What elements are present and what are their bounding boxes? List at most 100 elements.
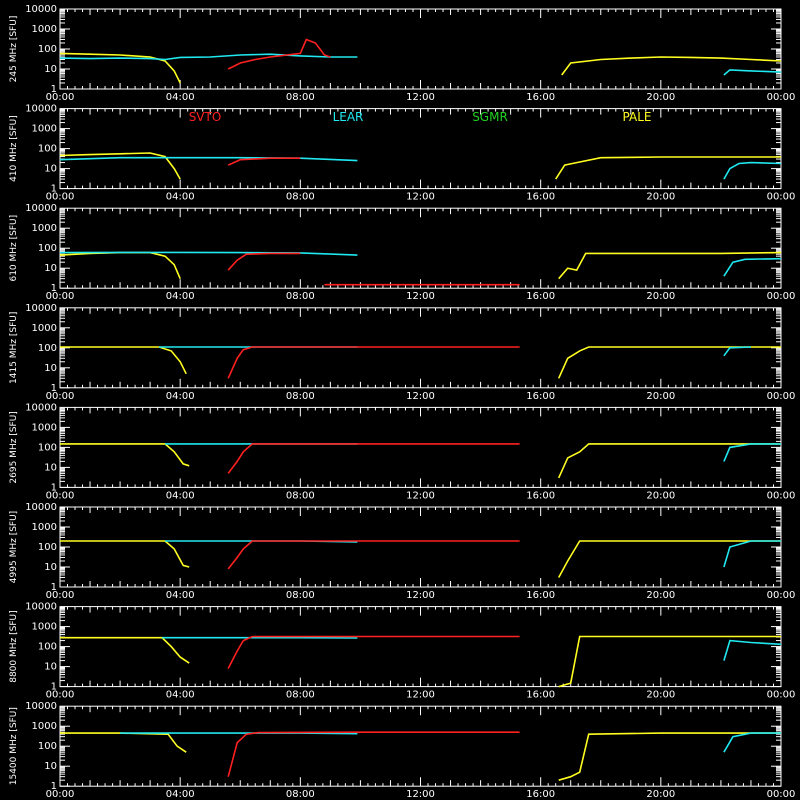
- series-pale: [558, 732, 781, 781]
- y-tick-label: 1: [51, 582, 57, 593]
- y-tick-label: 10000: [25, 4, 57, 15]
- x-tick-label: 00:00: [46, 789, 75, 800]
- y-tick-label: 1000: [32, 323, 57, 334]
- y-tick-label: 1000: [32, 24, 57, 35]
- x-tick-label: 00:00: [46, 291, 75, 302]
- series-pale: [60, 732, 187, 753]
- y-tick-label: 100: [38, 144, 57, 155]
- y-tick-label: 10000: [25, 402, 57, 413]
- x-tick-label: 00:00: [767, 192, 796, 203]
- series-lear: [120, 732, 358, 735]
- series-pale: [60, 540, 190, 568]
- series-pale: [60, 636, 190, 664]
- y-axis-label: 1415 MHz [SFU]: [9, 312, 19, 384]
- x-tick-label: 16:00: [526, 590, 555, 601]
- y-tick-label: 100: [38, 343, 57, 354]
- y-tick-label: 1: [51, 482, 57, 493]
- station-legend: SVTO LEAR SGMR PALE: [189, 110, 652, 124]
- series-pale: [557, 540, 781, 578]
- x-tick-label: 16:00: [526, 291, 555, 302]
- x-tick-label: 20:00: [646, 391, 675, 402]
- y-tick-label: 1: [51, 781, 57, 792]
- x-tick-label: 00:00: [767, 291, 796, 302]
- x-tick-label: 12:00: [406, 92, 435, 103]
- y-tick-label: 1000: [32, 223, 57, 234]
- series-lear: [723, 257, 782, 277]
- series-pale: [555, 156, 781, 180]
- x-tick-label: 00:00: [46, 192, 75, 203]
- x-tick-label: 00:00: [46, 391, 75, 402]
- series-svto: [227, 157, 301, 166]
- x-tick-label: 08:00: [286, 192, 315, 203]
- panel-frame: [59, 8, 782, 90]
- series-pale: [60, 346, 187, 375]
- x-tick-label: 04:00: [166, 789, 195, 800]
- series-pale: [59, 251, 181, 280]
- series-lear: [59, 53, 358, 61]
- y-tick-label: 1: [51, 383, 57, 394]
- x-tick-label: 16:00: [526, 391, 555, 402]
- y-tick-label: 100: [38, 741, 57, 752]
- x-tick-label: 20:00: [646, 192, 675, 203]
- x-tick-label: 12:00: [406, 690, 435, 701]
- x-tick-label: 00:00: [767, 789, 796, 800]
- y-tick-label: 10: [44, 363, 57, 374]
- x-tick-label: 08:00: [286, 92, 315, 103]
- y-tick-label: 10: [44, 562, 57, 573]
- y-tick-label: 1: [51, 184, 57, 195]
- y-tick-label: 10000: [25, 602, 57, 613]
- y-tick-label: 10000: [25, 701, 57, 712]
- x-tick-label: 12:00: [406, 291, 435, 302]
- x-tick-label: 04:00: [166, 391, 195, 402]
- panel-frame: [59, 506, 782, 588]
- y-tick-label: 1000: [32, 622, 57, 633]
- x-tick-label: 16:00: [526, 192, 555, 203]
- y-tick-label: 1000: [32, 522, 57, 533]
- y-tick-label: 100: [38, 542, 57, 553]
- legend-svto: SVTO: [189, 110, 222, 124]
- x-tick-label: 16:00: [526, 789, 555, 800]
- series-pale: [558, 251, 782, 280]
- x-tick-label: 08:00: [286, 391, 315, 402]
- y-axis-label: 15400 MHz [SFU]: [9, 707, 19, 785]
- x-tick-label: 04:00: [166, 490, 195, 501]
- series-pale: [558, 635, 781, 688]
- x-tick-label: 12:00: [406, 490, 435, 501]
- x-tick-label: 04:00: [166, 690, 195, 701]
- y-tick-label: 10: [44, 462, 57, 473]
- y-tick-label: 10000: [25, 104, 57, 115]
- x-tick-label: 16:00: [526, 92, 555, 103]
- x-tick-label: 00:00: [767, 490, 796, 501]
- series-pale: [59, 152, 181, 180]
- y-tick-label: 1: [51, 682, 57, 693]
- legend-lear: LEAR: [333, 110, 364, 124]
- y-axis-label: 245 MHz [SFU]: [9, 16, 19, 83]
- series-svto: [227, 731, 520, 777]
- x-tick-label: 04:00: [166, 192, 195, 203]
- y-tick-label: 10: [44, 662, 57, 673]
- x-tick-label: 00:00: [46, 92, 75, 103]
- x-tick-label: 20:00: [646, 490, 675, 501]
- x-tick-label: 04:00: [166, 92, 195, 103]
- x-tick-label: 12:00: [406, 590, 435, 601]
- y-tick-label: 10000: [25, 203, 57, 214]
- y-axis-label: 2695 MHz [SFU]: [9, 411, 19, 483]
- series-lear: [723, 639, 782, 661]
- y-tick-label: 100: [38, 44, 57, 55]
- y-tick-label: 1000: [32, 721, 57, 732]
- x-tick-label: 12:00: [406, 192, 435, 203]
- x-tick-label: 12:00: [406, 789, 435, 800]
- series-lear: [723, 161, 782, 180]
- y-tick-label: 1000: [32, 124, 57, 135]
- series-svto: [227, 38, 331, 70]
- x-tick-label: 08:00: [286, 789, 315, 800]
- x-tick-label: 20:00: [646, 92, 675, 103]
- y-tick-label: 100: [38, 642, 57, 653]
- x-tick-label: 20:00: [646, 690, 675, 701]
- series-lear: [723, 346, 752, 357]
- series-pale: [561, 56, 782, 76]
- x-tick-label: 16:00: [526, 490, 555, 501]
